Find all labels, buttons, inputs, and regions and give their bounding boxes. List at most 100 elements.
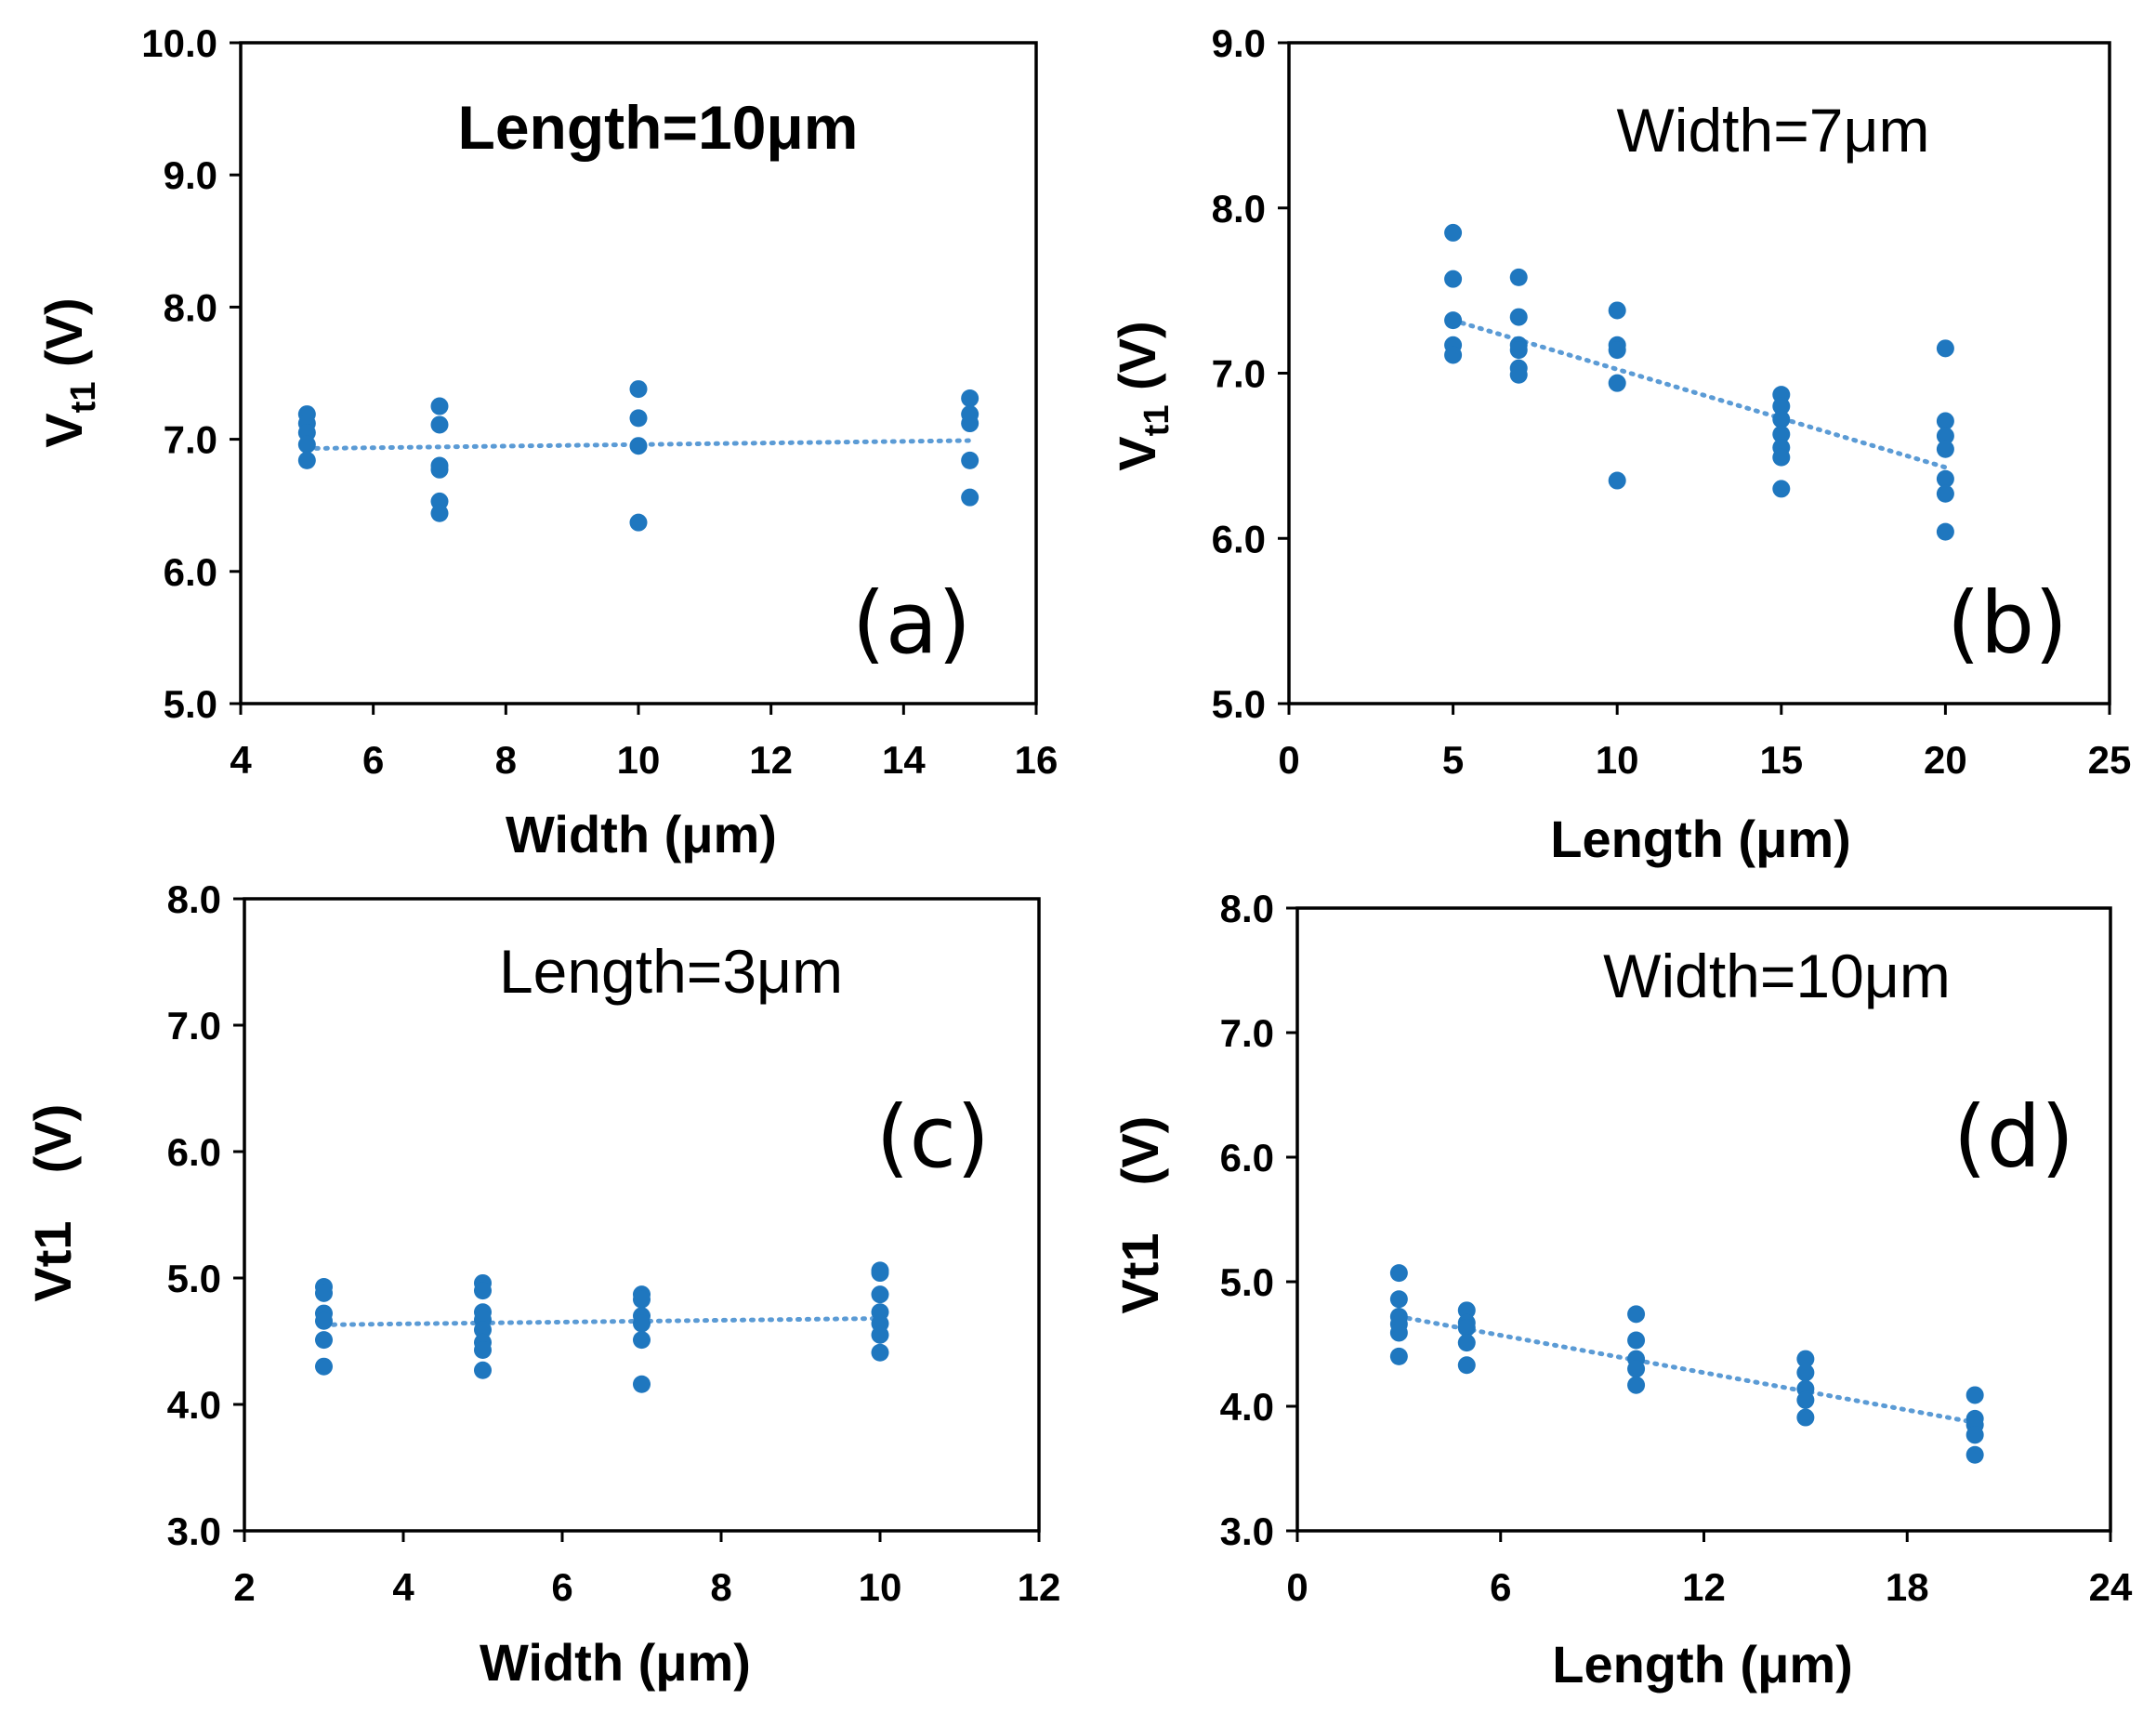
panel-d-xtick-label: 18: [1886, 1565, 1929, 1609]
panel-a-xtick-label: 10: [617, 738, 661, 782]
panel-b-data-point: [1509, 308, 1528, 326]
panel-d-data-point: [1457, 1356, 1476, 1375]
panel-a-data-point: [430, 415, 449, 434]
panel-b-data-point: [1444, 223, 1463, 242]
panel-a-data-point: [629, 409, 648, 428]
panel-a-data-point: [430, 504, 449, 522]
panel-c-data-point: [633, 1331, 651, 1350]
panel-d-ylabel-unit: (V): [1111, 1116, 1169, 1186]
panel-a-xtick-label: 16: [1015, 738, 1058, 782]
panel-b-data-point: [1772, 480, 1791, 498]
panel-b-label: (b): [1947, 573, 2068, 673]
panel-d-ytick-label: 7.0: [1220, 1011, 1274, 1055]
panel-b-data-point: [1936, 469, 1954, 488]
panel-a-data-point: [961, 488, 979, 507]
panel-c-ytick-label: 3.0: [167, 1509, 221, 1553]
panel-d-ytick-label: 3.0: [1220, 1509, 1274, 1553]
panel-b-trendline: [1451, 318, 1948, 470]
panel-b-data-point: [1509, 365, 1528, 384]
panel-b-xtick-label: 0: [1278, 738, 1299, 782]
panel-d-ylabel: Vt1: [1111, 1232, 1169, 1313]
panel-c-ylabel: Vt1: [23, 1220, 82, 1301]
panel-c: 2 4 6 8 10 12 3.0 4.0 5.0 6.0 7.0 8.0 Length=3μm (c…: [23, 877, 1060, 1692]
panel-b-data-point: [1608, 471, 1626, 490]
panel-a-label: (a): [852, 573, 971, 673]
panel-b-marks: 0 5 10 15 20 25 5.0 6.0 7.0 8.0 9.0: [1212, 21, 2132, 782]
panel-b-data-point: [1772, 425, 1791, 443]
panel-d-xtick-label: 12: [1682, 1565, 1726, 1609]
panel-c-xtick-label: 4: [392, 1565, 414, 1609]
panel-b-data-point: [1444, 311, 1463, 330]
panel-c-data-point: [871, 1285, 889, 1304]
panel-c-data-point: [474, 1282, 492, 1300]
panel-b-xtick-label: 25: [2088, 738, 2132, 782]
panel-d-data-point: [1457, 1301, 1476, 1320]
panel-c-data-point: [871, 1343, 889, 1362]
panel-d-data-point: [1796, 1364, 1815, 1382]
panel-d-data-point: [1457, 1334, 1476, 1352]
panel-c-ytick-label: 7.0: [167, 1004, 221, 1048]
panel-c-label: (c): [876, 1087, 990, 1187]
panel-a-xtick-label: 6: [362, 738, 384, 782]
panel-c-data-point: [315, 1311, 333, 1330]
panel-a: 4 6 8 10 12 14 16 5.0 6.0 7.0 8.0 9.0 10.0 Length=10…: [34, 21, 1058, 863]
panel-a-ytick-label: 9.0: [164, 153, 217, 197]
panel-a-ytick-label: 5.0: [164, 682, 217, 726]
panel-d-data-point: [1965, 1445, 1984, 1464]
panel-b-data-point: [1936, 440, 1954, 458]
panel-a-ytick-label: 6.0: [164, 550, 217, 594]
panel-a-data-point: [430, 397, 449, 415]
panel-b-ytick-label: 6.0: [1212, 517, 1266, 560]
panel-a-ylabel: Vt1 (V): [34, 297, 103, 447]
panel-a-xtick-label: 12: [749, 738, 793, 782]
panel-a-xtick-label: 8: [495, 738, 517, 782]
panel-b-xlabel: Length (μm): [1550, 810, 1851, 868]
panel-b-ylabel-main: V: [1108, 436, 1166, 470]
panel-b-data-point: [1608, 301, 1626, 320]
panel-a-ytick-label: 10.0: [141, 21, 217, 65]
panel-c-xtick-label: 8: [710, 1565, 731, 1609]
panel-b-xtick-label: 15: [1759, 738, 1803, 782]
panel-c-ytick-label: 8.0: [167, 877, 221, 921]
panel-b-data-point: [1936, 522, 1954, 541]
panel-b-data-point: [1772, 410, 1791, 428]
panel-b-xtick-label: 10: [1596, 738, 1639, 782]
panel-d-data-point: [1457, 1319, 1476, 1337]
panel-b-xtick-label: 5: [1442, 738, 1464, 782]
panel-b-data-point: [1936, 412, 1954, 430]
panel-d-ytick-label: 5.0: [1220, 1260, 1274, 1304]
panel-c-xtick-label: 6: [551, 1565, 572, 1609]
panel-a-ytick-label: 7.0: [164, 418, 217, 462]
panel-a-ylabel-main: V: [34, 413, 93, 447]
panel-b-ytick-label: 8.0: [1212, 187, 1266, 231]
panel-b-data-point: [1509, 268, 1528, 286]
panel-b-data-point: [1608, 341, 1626, 360]
panel-d-trendline: [1396, 1314, 1978, 1425]
panel-d-title: Width=10μm: [1603, 942, 1951, 1010]
panel-d-data-point: [1627, 1305, 1646, 1324]
panel-d-data-point: [1796, 1350, 1815, 1368]
panel-b-ylabel-unit: (V): [1108, 321, 1166, 404]
panel-a-data-point: [297, 435, 316, 454]
panel-b: 0 5 10 15 20 255.06.07.08.09.0 Width=7μm (b) …: [1108, 21, 2131, 868]
panel-d-ytick-label: 4.0: [1220, 1385, 1274, 1429]
panel-d: 0 6 12 18 24 3.0 4.0 5.0 6.0 7.0 8.0 Width=10μm (d…: [1111, 887, 2133, 1693]
panel-d-data-point: [1796, 1408, 1815, 1427]
panel-d-data-point: [1796, 1390, 1815, 1409]
panel-d-data-point: [1389, 1347, 1408, 1365]
panel-d-xtick-label: 24: [2089, 1565, 2133, 1609]
panel-d-data-point: [1965, 1426, 1984, 1444]
panel-c-frame: [243, 897, 1041, 1533]
panel-c-title: Length=3μm: [499, 937, 843, 1006]
panel-c-trendline: [322, 1316, 883, 1327]
panel-a-data-point: [961, 389, 979, 408]
panel-b-title: Width=7μm: [1617, 96, 1930, 165]
panel-b-ytick-label: 7.0: [1212, 352, 1266, 396]
panel-c-data-point: [871, 1264, 889, 1283]
panel-c-ylabel-unit: (V): [23, 1104, 82, 1174]
panel-c-data-point: [315, 1284, 333, 1302]
panel-b-data-point: [1936, 427, 1954, 445]
panel-b-data-point: [1772, 448, 1791, 467]
panel-a-xtick-label: 4: [230, 738, 252, 782]
